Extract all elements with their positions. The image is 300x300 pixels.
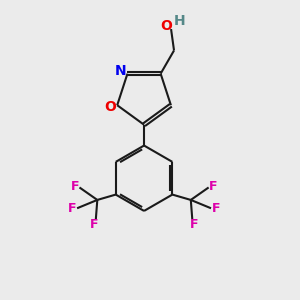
- Text: F: F: [68, 202, 76, 215]
- Text: O: O: [105, 100, 117, 114]
- Text: H: H: [174, 14, 185, 28]
- Text: F: F: [70, 180, 79, 194]
- Text: F: F: [90, 218, 99, 231]
- Text: F: F: [209, 180, 218, 194]
- Text: N: N: [115, 64, 127, 78]
- Text: F: F: [212, 202, 220, 215]
- Text: F: F: [190, 218, 198, 231]
- Text: O: O: [160, 19, 172, 33]
